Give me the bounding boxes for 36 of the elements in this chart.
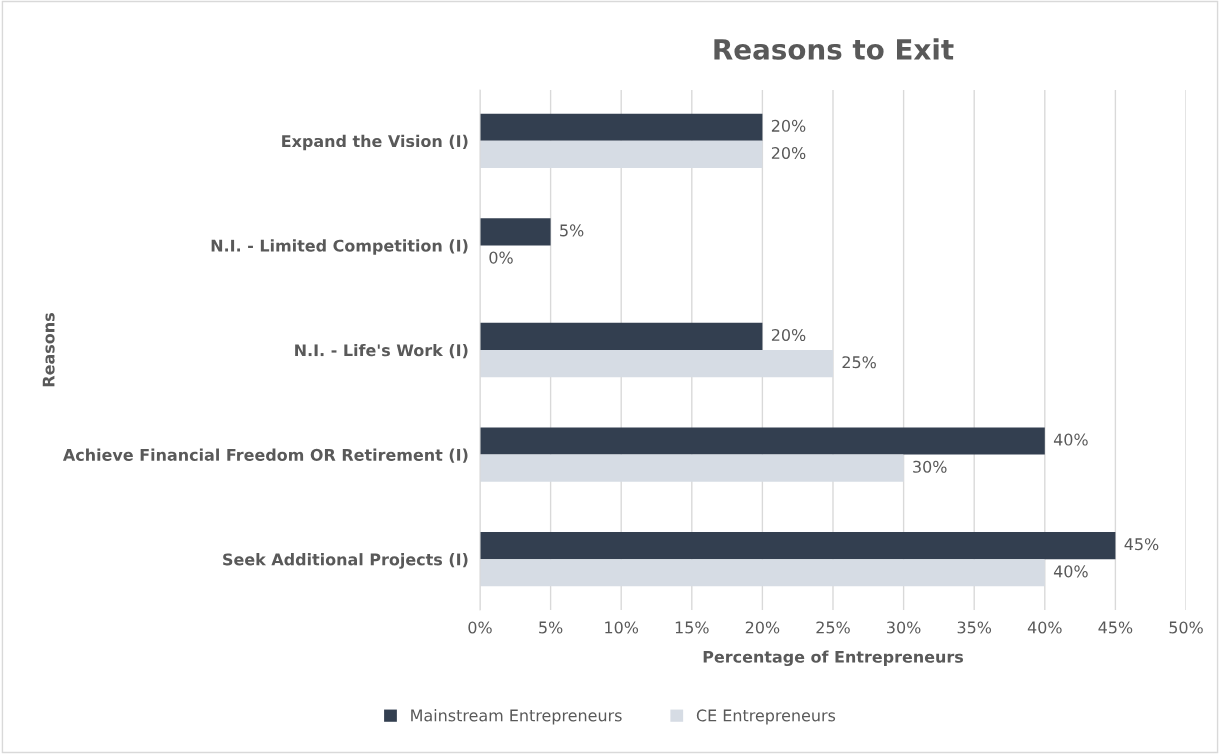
data-label: 40% [1053,565,1088,578]
data-label: 40% [1053,433,1088,446]
x-tick-label: 25% [816,621,850,634]
x-tick-label: 0% [468,621,492,634]
data-label: 0% [489,251,513,264]
x-axis-title: Percentage of Entrepreneurs [703,650,964,667]
y-tick-label: N.I. - Limited Competition (I) [211,239,468,255]
x-tick-label: 10% [605,621,639,634]
data-label: 45% [1124,538,1159,551]
bar [480,322,763,350]
y-tick-label: Expand the Vision (I) [282,134,468,151]
y-tick-label: Seek Additional Projects (I) [223,553,468,569]
data-label: 20% [771,146,806,160]
x-tick-label: 30% [887,621,921,634]
x-tick-label: 15% [675,621,709,634]
bar [480,531,1116,560]
chart-title: Reasons to Exit [714,38,954,60]
x-tick-label: 50% [1169,621,1203,634]
x-tick-label: 35% [957,621,992,634]
x-tick-label: 20% [745,621,780,634]
x-tick-label: 40% [1027,621,1062,634]
data-label: 25% [842,356,876,369]
data-label: 5% [560,224,584,237]
y-tick-label: Achieve Financial Freedom OR Retirement (I) [62,448,468,463]
bar [480,218,551,246]
y-tick-label: N.I. - Life's Work (I) [295,343,468,359]
bar [480,427,1045,455]
y-axis-title: Reasons [42,313,55,387]
bar [480,113,763,141]
legend-label: Mainstream Entrepreneurs [411,709,622,725]
x-tick-label: 5% [539,621,563,634]
data-label: 20% [771,119,806,132]
legend-label: CE Entrepreneurs [696,709,836,725]
data-label: 30% [913,460,947,473]
x-tick-label: 45% [1098,621,1133,634]
data-label: 20% [771,328,806,342]
